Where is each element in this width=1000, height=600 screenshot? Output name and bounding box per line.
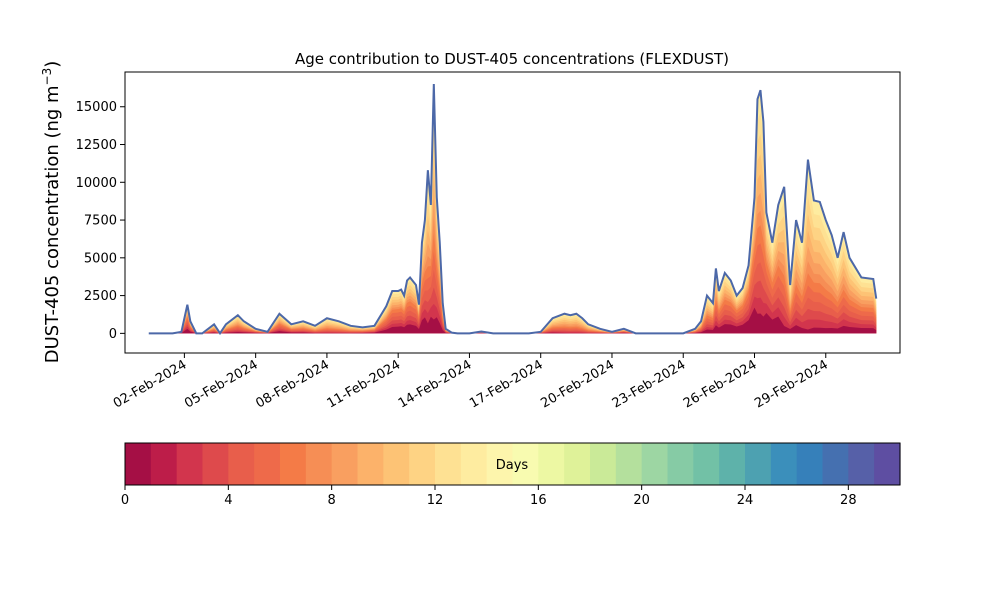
y-axis-label-suffix: ) xyxy=(42,61,63,68)
y-axis-label-main: DUST-405 concentration (ng m xyxy=(42,85,63,363)
y-tick-label: 15000 xyxy=(76,100,117,115)
y-tick-label: 12500 xyxy=(76,138,117,153)
x-tick-label: 23-Feb-2024 xyxy=(610,357,689,411)
colorbar-swatch xyxy=(435,443,462,485)
x-tick-label: 11-Feb-2024 xyxy=(325,357,404,411)
x-tick-label: 14-Feb-2024 xyxy=(396,357,475,411)
colorbar-swatch xyxy=(176,443,204,485)
colorbar-tick-label: 4 xyxy=(224,493,232,508)
x-tick-label: 20-Feb-2024 xyxy=(538,357,617,411)
y-axis: 0 2500 5000 7500 10000 12500 15000 xyxy=(76,100,125,342)
colorbar-swatch xyxy=(357,443,384,485)
y-axis-label: DUST-405 concentration (ng m−3) xyxy=(40,61,63,364)
colorbar-swatch xyxy=(822,443,849,485)
colorbar-tick-label: 16 xyxy=(530,493,547,508)
colorbar-tick-label: 20 xyxy=(633,493,650,508)
colorbar-swatch xyxy=(796,443,824,485)
x-tick-label: 29-Feb-2024 xyxy=(752,357,831,411)
colorbar-tick-label: 24 xyxy=(737,493,754,508)
colorbar-swatch xyxy=(305,443,333,485)
colorbar-swatch xyxy=(409,443,436,485)
colorbar-swatch xyxy=(254,443,281,485)
colorbar-swatch xyxy=(150,443,178,485)
series-total-line xyxy=(148,84,878,336)
colorbar-swatch xyxy=(486,443,514,485)
colorbar-swatch xyxy=(667,443,694,485)
plot-frame xyxy=(124,71,901,354)
colorbar-swatch xyxy=(874,443,901,485)
colorbar-swatch xyxy=(538,443,565,485)
colorbar-swatch xyxy=(125,443,152,485)
colorbar-swatch xyxy=(280,443,307,485)
chart-title: Age contribution to DUST-405 concentrati… xyxy=(295,50,729,68)
colorbar-tick-label: 0 xyxy=(121,493,129,508)
colorbar-swatch xyxy=(202,443,229,485)
y-tick-label: 10000 xyxy=(76,176,117,191)
colorbar xyxy=(125,443,901,485)
colorbar-label: Days xyxy=(496,458,529,473)
colorbar-swatch xyxy=(693,443,720,485)
colorbar-swatch xyxy=(383,443,410,485)
x-tick-label: 26-Feb-2024 xyxy=(681,357,760,411)
age-band-area xyxy=(148,307,877,334)
colorbar-ticks: 0 4 8 12 16 20 24 28 xyxy=(121,485,857,508)
colorbar-swatch xyxy=(460,443,488,485)
y-tick-label: 5000 xyxy=(84,251,117,266)
y-tick-label: 7500 xyxy=(84,214,117,229)
colorbar-tick-label: 28 xyxy=(840,493,857,508)
x-axis: 02-Feb-202405-Feb-202408-Feb-202411-Feb-… xyxy=(111,353,831,411)
x-tick-label: 08-Feb-2024 xyxy=(253,357,332,411)
colorbar-swatch xyxy=(641,443,669,485)
colorbar-swatch xyxy=(331,443,359,485)
colorbar-swatch xyxy=(848,443,875,485)
colorbar-frame xyxy=(124,442,901,486)
x-tick-label: 17-Feb-2024 xyxy=(467,357,546,411)
colorbar-swatch xyxy=(512,443,539,485)
colorbar-swatch xyxy=(745,443,772,485)
y-tick-label: 0 xyxy=(109,327,117,342)
colorbar-swatch xyxy=(590,443,617,485)
x-tick-label: 02-Feb-2024 xyxy=(111,357,190,411)
y-tick-label: 2500 xyxy=(84,289,117,304)
colorbar-swatch xyxy=(228,443,255,485)
stacked-age-areas xyxy=(148,84,877,334)
colorbar-swatch xyxy=(719,443,746,485)
colorbar-tick-label: 12 xyxy=(427,493,444,508)
colorbar-swatch xyxy=(770,443,798,485)
colorbar-swatch xyxy=(564,443,591,485)
x-tick-label: 05-Feb-2024 xyxy=(182,357,261,411)
colorbar-swatch xyxy=(615,443,643,485)
colorbar-tick-label: 8 xyxy=(328,493,336,508)
y-axis-label-exponent: −3 xyxy=(40,68,54,86)
